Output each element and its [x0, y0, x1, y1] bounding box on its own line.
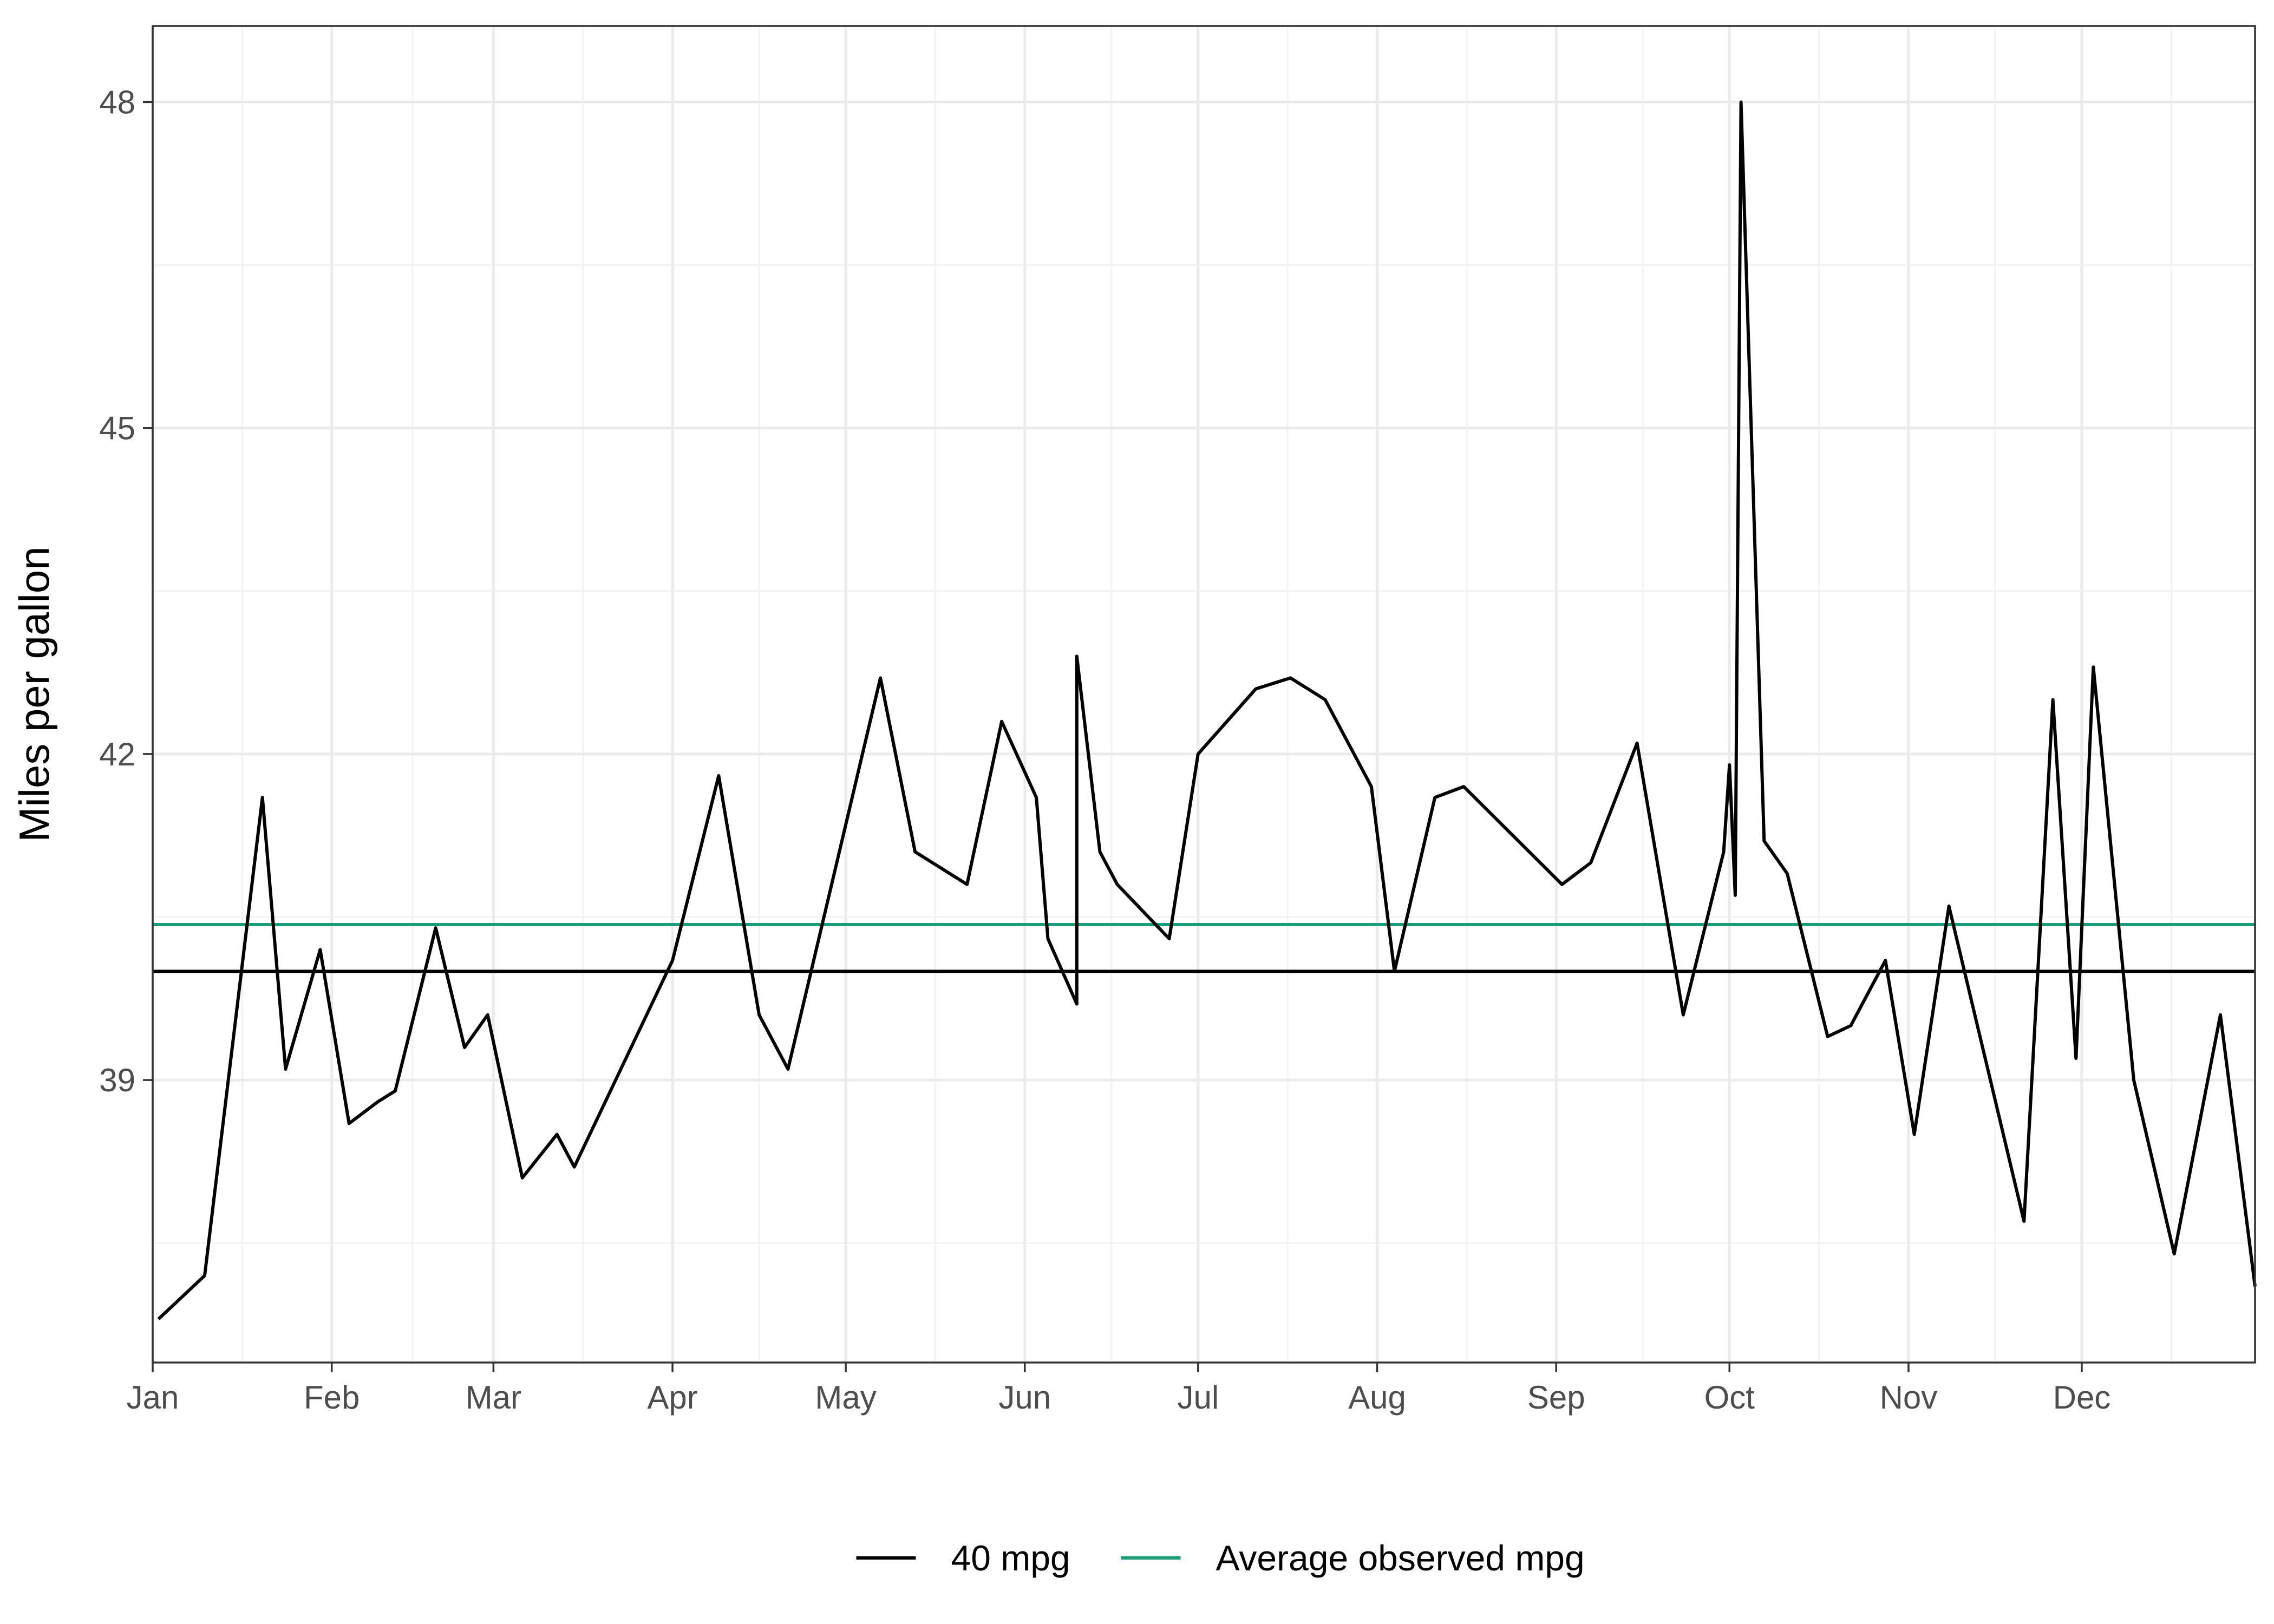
x-tick-label: Apr [647, 1379, 697, 1416]
minor-horizontal-gridlines [153, 264, 2255, 1244]
x-tick-label: Jul [1177, 1379, 1219, 1416]
series-lines [157, 100, 2257, 1320]
y-axis-ticks: 39 42 45 48 [99, 84, 153, 1098]
y-tick-label: 45 [99, 410, 135, 447]
reference-lines [153, 923, 2255, 973]
y-tick-label: 48 [99, 84, 135, 121]
x-tick-label: Sep [1527, 1379, 1585, 1416]
y-axis-title: Miles per gallon [10, 546, 58, 842]
y-tick-label: 39 [99, 1062, 135, 1098]
x-tick-label: Mar [466, 1379, 521, 1416]
minor-vertical-gridlines [241, 26, 2172, 1363]
x-tick-label: Jun [998, 1379, 1051, 1416]
x-tick-label: Oct [1704, 1379, 1755, 1416]
x-tick-label: Dec [2053, 1379, 2111, 1416]
x-tick-label: Nov [1880, 1379, 1938, 1416]
x-tick-label: Feb [304, 1379, 360, 1416]
panel-border [152, 25, 2256, 1364]
x-tick-label: Jan [127, 1379, 179, 1416]
legend: 40 mpg Average observed mpg [856, 1538, 1585, 1578]
x-tick-label: Aug [1348, 1379, 1406, 1416]
x-tick-label: May [815, 1379, 876, 1416]
major-vertical-gridlines [151, 26, 2083, 1363]
legend-label: 40 mpg [951, 1538, 1070, 1578]
legend-label: Average observed mpg [1216, 1538, 1585, 1578]
mpg-series-line [157, 100, 2257, 1320]
x-axis-ticks: Jan Feb Mar Apr May Jun Jul Aug Sep Oct Nov Dec [127, 1363, 2111, 1416]
y-tick-label: 42 [99, 736, 135, 772]
